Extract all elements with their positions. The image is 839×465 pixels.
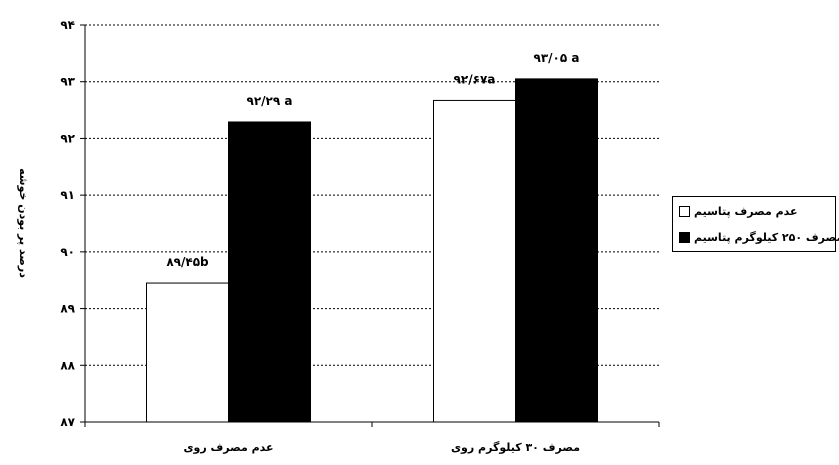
legend-label-0: عدم مصرف پتاسیم	[694, 204, 798, 218]
data-labels: ۸۹/۴۵b ۹۲/۲۹ a ۹۲/۶۷a ۹۳/۰۵ a	[166, 51, 579, 269]
legend: عدم مصرف پتاسیم مصرف ۲۵۰ کیلوگرم پتاسیم	[672, 196, 839, 252]
bar	[515, 78, 598, 423]
y-axis-label: درصد پر بودن خوشه	[17, 168, 30, 278]
bar	[433, 99, 516, 423]
y-tick-label: ۸۹	[60, 302, 75, 316]
y-tick-label: ۹۳	[60, 75, 75, 89]
y-tick-label: ۹۴	[60, 18, 75, 32]
y-tick-label: ۸۸	[60, 358, 75, 372]
legend-label-1: مصرف ۲۵۰ کیلوگرم پتاسیم	[694, 230, 839, 244]
data-label: ۸۹/۴۵b	[166, 255, 209, 269]
bar	[146, 282, 229, 423]
x-tick-label: عدم مصرف روی	[183, 441, 273, 454]
bars	[146, 78, 598, 423]
data-label: ۹۲/۶۷a	[454, 72, 496, 86]
y-tick-label: ۹۱	[60, 188, 75, 202]
y-axis-ticks: ۸۷ ۸۸ ۸۹ ۹۰ ۹۱ ۹۲ ۹۳ ۹۴	[60, 18, 85, 429]
y-tick-label: ۸۷	[60, 415, 75, 429]
legend-item-1: مصرف ۲۵۰ کیلوگرم پتاسیم	[679, 229, 839, 245]
data-label: ۹۲/۲۹ a	[247, 94, 293, 108]
legend-item-0: عدم مصرف پتاسیم	[679, 203, 798, 219]
y-tick-label: ۹۰	[60, 245, 75, 259]
y-tick-label: ۹۲	[60, 131, 75, 145]
bar	[228, 121, 311, 423]
legend-swatch-1	[679, 231, 690, 243]
x-tick-label: مصرف ۳۰ کیلوگرم روی	[451, 441, 580, 454]
legend-swatch-0	[679, 205, 690, 217]
data-label: ۹۳/۰۵ a	[534, 51, 580, 65]
x-axis-ticks: عدم مصرف روی مصرف ۳۰ کیلوگرم روی	[84, 422, 660, 454]
